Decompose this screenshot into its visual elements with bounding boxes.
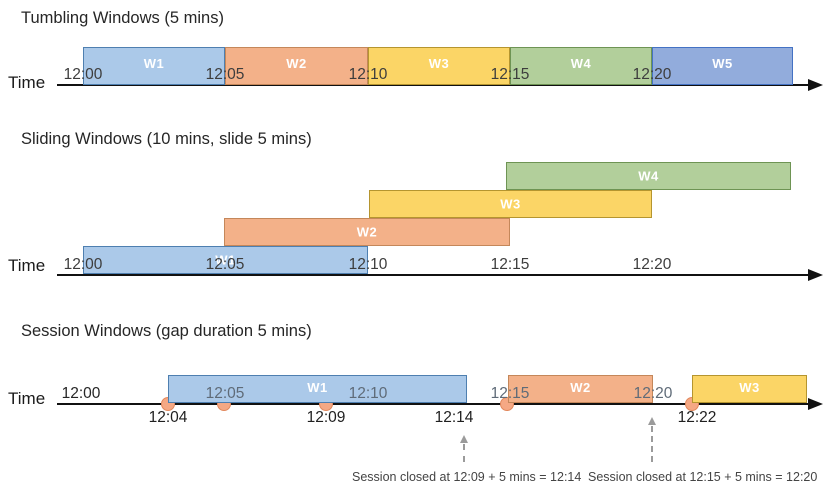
window-label: W1 — [307, 380, 328, 395]
tick-label: 12:20 — [633, 385, 673, 402]
timeline-arrowhead-icon — [808, 79, 823, 91]
callout-text: Session closed at 12:15 + 5 mins = 12:20 — [588, 470, 818, 484]
time-axis-label: Time — [8, 73, 46, 92]
tick-label: 12:10 — [348, 66, 388, 83]
window-bar: W2 — [225, 47, 368, 85]
event-time-label: 12:09 — [306, 409, 346, 426]
timeline — [57, 274, 810, 276]
event-time-label: 12:04 — [148, 409, 188, 426]
tick-label: 12:15 — [490, 66, 530, 83]
window-label: W3 — [428, 56, 450, 71]
tick-label: 12:15 — [490, 385, 530, 402]
callout-text: Session closed at 12:09 + 5 mins = 12:14 — [352, 470, 582, 484]
tick-label: 12:20 — [632, 256, 672, 273]
window-label: W4 — [638, 168, 659, 184]
window-bar: W1 — [168, 375, 467, 403]
event-time-label: 12:22 — [677, 409, 717, 426]
window-label: W5 — [712, 56, 733, 71]
tick-label: 12:05 — [205, 256, 245, 273]
tick-label: 12:00 — [61, 385, 101, 402]
tick-label: 12:10 — [348, 385, 388, 402]
window-label: W2 — [570, 380, 591, 395]
window-bar: W1 — [83, 246, 368, 274]
callout-arrowhead-icon — [648, 417, 656, 425]
callout-dashed-line — [463, 444, 465, 462]
window-bar: W2 — [508, 375, 653, 403]
window-bar: W4 — [506, 162, 791, 190]
window-label: W2 — [356, 224, 378, 240]
window-bar: W5 — [652, 47, 793, 85]
tick-label: 12:10 — [348, 256, 388, 273]
timeline-arrowhead-icon — [808, 398, 823, 410]
time-axis-label: Time — [8, 256, 46, 275]
callout-dashed-line — [651, 426, 653, 462]
callout-arrowhead-icon — [460, 435, 468, 443]
window-bar: W3 — [369, 190, 652, 218]
window-label: W1 — [215, 252, 236, 268]
tick-label: 12:05 — [205, 66, 245, 83]
tick-label: 12:00 — [63, 256, 103, 273]
window-bar: W1 — [83, 47, 225, 85]
section-title: Sliding Windows (10 mins, slide 5 mins) — [21, 130, 312, 148]
time-axis-label: Time — [8, 389, 46, 408]
tick-label: 12:05 — [205, 385, 245, 402]
timeline — [57, 403, 810, 405]
window-label: W3 — [739, 380, 760, 395]
window-bar: W4 — [510, 47, 652, 85]
tick-label: 12:00 — [63, 66, 103, 83]
window-label: W4 — [570, 56, 592, 71]
event-time-label: 12:14 — [434, 409, 474, 426]
window-label: W3 — [500, 196, 521, 212]
tick-label: 12:15 — [490, 256, 530, 273]
window-bar: W3 — [692, 375, 807, 403]
section-title: Session Windows (gap duration 5 mins) — [21, 322, 312, 340]
timeline-arrowhead-icon — [808, 269, 823, 281]
window-bar: W2 — [224, 218, 510, 246]
tick-label: 12:20 — [632, 66, 672, 83]
window-label: W2 — [286, 56, 307, 71]
timeline — [57, 84, 810, 86]
window-label: W1 — [143, 56, 165, 71]
section-title: Tumbling Windows (5 mins) — [21, 9, 224, 27]
window-bar: W3 — [368, 47, 510, 85]
